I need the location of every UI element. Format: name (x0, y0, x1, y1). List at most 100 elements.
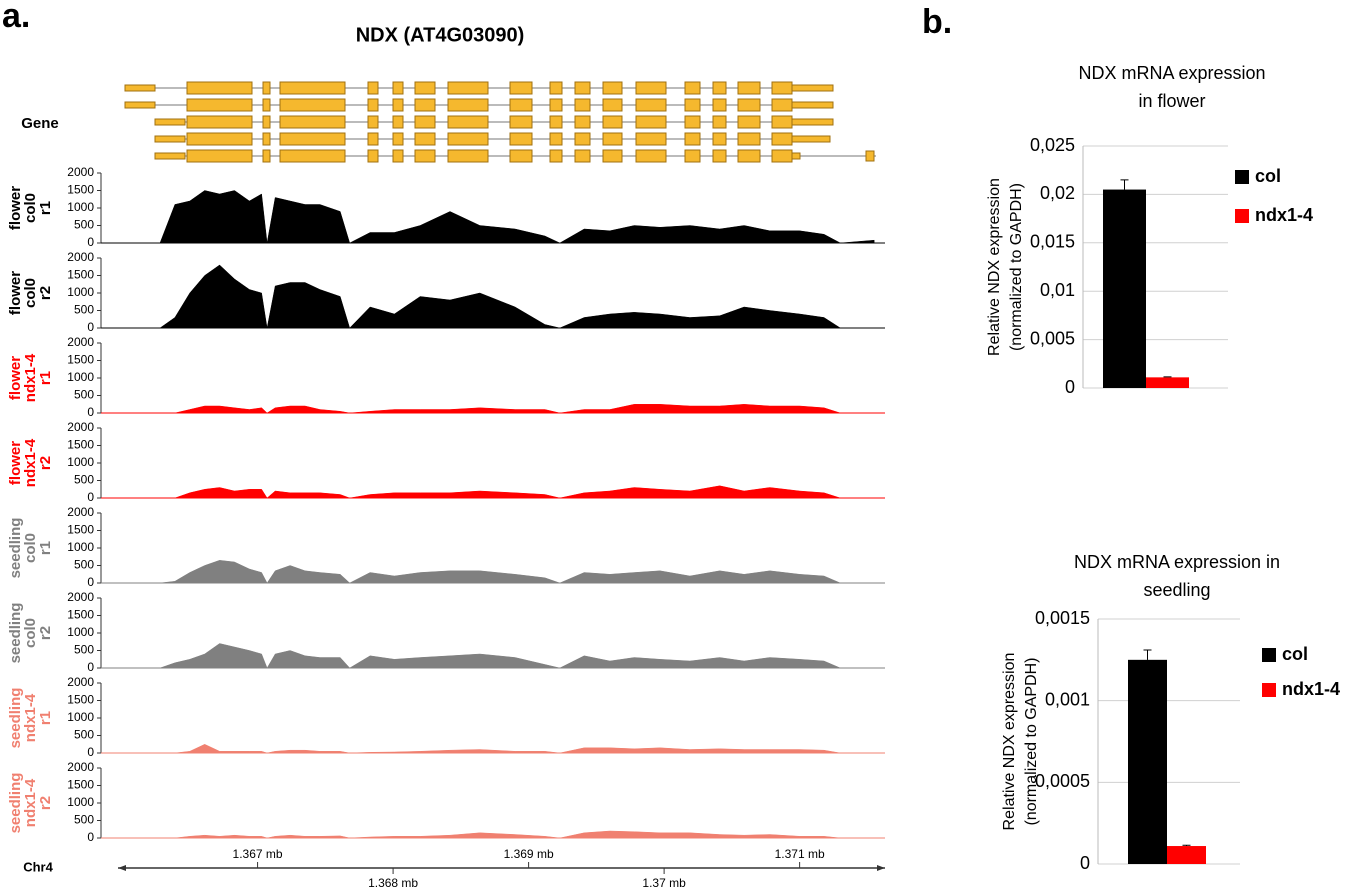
exon (367, 149, 379, 163)
utr (124, 101, 156, 109)
track-label: flower (7, 441, 24, 485)
y-tick-label: 1000 (67, 540, 94, 554)
track-label: col0 (22, 193, 39, 223)
exon (279, 132, 346, 146)
exon (737, 132, 761, 146)
exon (574, 132, 591, 146)
exon (712, 98, 727, 112)
track-label: r2 (37, 456, 54, 470)
exon (367, 115, 379, 129)
exon (602, 132, 623, 146)
exon (262, 98, 271, 112)
track-label: r2 (37, 626, 54, 640)
y-tick-label: 0 (1080, 853, 1090, 873)
x-tick-label: 1.368 mb (368, 876, 418, 890)
y-tick-label: 500 (74, 558, 94, 572)
exon (186, 98, 253, 112)
exon (392, 132, 404, 146)
coverage-area (149, 643, 875, 669)
y-axis-label: Relative NDX expression (1001, 653, 1018, 831)
y-tick-label: 500 (74, 218, 94, 232)
exon (447, 149, 489, 163)
exon (414, 98, 436, 112)
bar (1103, 189, 1146, 388)
exon (737, 149, 761, 163)
browser-title: NDX (AT4G03090) (356, 24, 525, 46)
exon (279, 98, 346, 112)
track-label: seedling (7, 773, 24, 834)
exon (635, 98, 667, 112)
track-label: col0 (22, 618, 39, 648)
y-tick-label: 500 (74, 728, 94, 742)
y-tick-label: 2000 (67, 505, 94, 519)
exon (509, 115, 533, 129)
y-tick-label: 1500 (67, 693, 94, 707)
y-tick-label: 1000 (67, 370, 94, 384)
exon (186, 115, 253, 129)
coverage-area (149, 744, 875, 754)
track-label: col0 (22, 278, 39, 308)
exon (549, 98, 563, 112)
y-axis-label: Relative NDX expression (986, 178, 1003, 356)
y-tick-label: 2000 (67, 335, 94, 349)
y-tick-label: 0,0015 (1035, 608, 1090, 628)
y-tick-label: 0 (87, 575, 94, 589)
y-tick-label: 1000 (67, 795, 94, 809)
legend-label: col (1282, 644, 1308, 664)
legend-swatch (1262, 683, 1276, 697)
exon (635, 81, 667, 95)
track-label: flower (7, 356, 24, 400)
exon (509, 132, 533, 146)
y-tick-label: 1500 (67, 778, 94, 792)
exon (509, 98, 533, 112)
utr (154, 118, 186, 126)
y-tick-label: 500 (74, 303, 94, 317)
exon (414, 132, 436, 146)
exon (262, 132, 271, 146)
x-tick-label: 1.37 mb (642, 876, 686, 890)
exon (684, 81, 701, 95)
legend-label: col (1255, 166, 1281, 186)
track-label: ndx1-4 (22, 353, 39, 402)
track-label: flower (7, 271, 24, 315)
track-label: ndx1-4 (22, 693, 39, 742)
y-tick-label: 0,0005 (1035, 771, 1090, 791)
y-tick-label: 0 (1065, 377, 1075, 397)
exon (684, 115, 701, 129)
utr (154, 152, 186, 160)
exon (392, 98, 404, 112)
exon (865, 150, 875, 162)
exon (262, 149, 271, 163)
exon (447, 115, 489, 129)
y-tick-label: 2000 (67, 165, 94, 179)
y-tick-label: 1500 (67, 353, 94, 367)
y-tick-label: 500 (74, 813, 94, 827)
exon (392, 81, 404, 95)
utr (791, 135, 831, 143)
exon (392, 115, 404, 129)
y-tick-label: 2000 (67, 675, 94, 689)
legend-swatch (1262, 648, 1276, 662)
chart-title: seedling (1143, 580, 1210, 600)
track-label: col0 (22, 533, 39, 563)
exon (549, 149, 563, 163)
y-tick-label: 0,01 (1040, 280, 1075, 300)
exon (392, 149, 404, 163)
exon (771, 81, 793, 95)
y-tick-label: 1500 (67, 183, 94, 197)
y-tick-label: 1000 (67, 625, 94, 639)
exon (549, 115, 563, 129)
exon (574, 149, 591, 163)
utr (791, 118, 834, 126)
error-bar (1182, 844, 1191, 847)
exon (602, 115, 623, 129)
y-tick-label: 0 (87, 235, 94, 249)
utr (791, 101, 834, 109)
y-tick-label: 2000 (67, 760, 94, 774)
exon (549, 132, 563, 146)
exon (771, 149, 793, 163)
y-tick-label: 0,02 (1040, 183, 1075, 203)
exon (684, 98, 701, 112)
x-tick-label: 1.367 mb (233, 847, 283, 861)
